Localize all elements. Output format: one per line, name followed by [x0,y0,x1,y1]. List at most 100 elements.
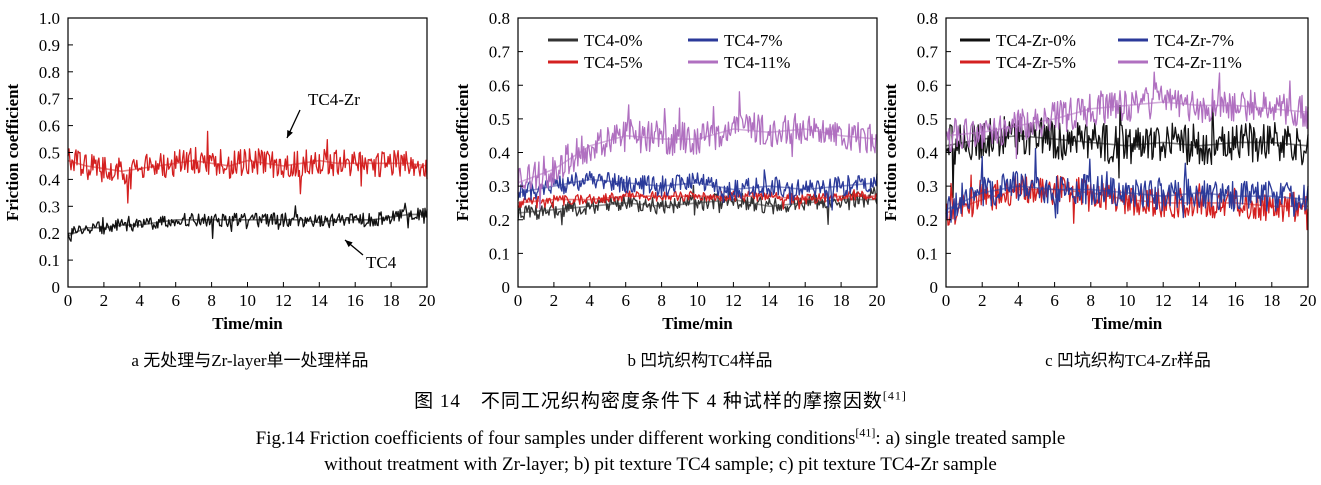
figure-caption-en: Fig.14 Friction coefficients of four sam… [0,426,1321,478]
y-tick-label: 0.1 [917,244,938,263]
x-tick-label: 0 [64,291,73,310]
legend-label: TC4-11% [724,53,790,72]
x-tick-label: 6 [1050,291,1059,310]
figure-caption-zh: 图 14 不同工况织构密度条件下 4 种试样的摩擦因数[41] [0,386,1321,413]
series-line-tc4-zr-5- [945,174,1309,231]
caption-zh-text: 图 14 不同工况织构密度条件下 4 种试样的摩擦因数 [414,391,883,412]
trend-line-tc4-11- [517,128,878,184]
figure: 0 2 4 6 8 10 12 14 16 18 2000.10.20.30.40.50.60.70… [3,9,1317,370]
series-line-tc4-zr [67,130,428,204]
x-tick-label: 2 [100,291,109,310]
caption-en-text-2: : a) single treated sample [875,428,1066,449]
y-tick-label: 0.2 [917,211,938,230]
annotation-arrowhead [287,130,293,138]
plot-frame [517,17,878,288]
y-tick-label: 0.3 [39,197,60,216]
caption-en-text-1: Fig.14 Friction coefficients of four sam… [255,428,856,449]
series-line-tc4-0- [517,184,878,226]
x-tick-label: 20 [869,291,886,310]
x-tick-label: 14 [1191,291,1209,310]
chart-panel-1: 0 2 4 6 8 10 12 14 16 18 20 0 0.1 0.2 0.3 0.4 0.5 0.6 0.7 0… [3,9,436,370]
caption-en-text-3: without treatment with Zr-layer; b) pit … [324,454,997,475]
x-tick-label: 12 [1155,291,1172,310]
annotation-arrowhead [345,240,353,248]
panel-caption: a 无处理与Zr-layer单一处理样品 [131,351,368,370]
y-tick-label: 0.1 [39,251,60,270]
series-line-tc4-5- [517,189,878,210]
x-tick-label: 8 [207,291,216,310]
y-tick-label: 0 [930,278,939,297]
x-tick-label: 14 [311,291,329,310]
y-tick-label: 0.2 [489,211,510,230]
y-tick-label: 0.3 [917,177,938,196]
series-line-tc4 [67,202,428,242]
y-axis-label: Friction coefficient [453,83,472,221]
x-tick-label: 0 [514,291,523,310]
x-tick-label: 4 [1014,291,1023,310]
x-tick-label: 4 [586,291,595,310]
y-tick-label: 0.9 [39,36,60,55]
y-tick-label: 1.0 [39,9,60,28]
y-tick-label: 0.5 [489,110,510,129]
trend-line-tc4-zr-0- [945,134,1309,147]
x-tick-label: 16 [1227,291,1244,310]
x-tick-label: 18 [833,291,850,310]
trend-line-tc4-zr [67,159,428,173]
y-tick-label: 0.5 [917,110,938,129]
series-line-tc4-7- [517,169,878,211]
y-tick-label: 0.1 [489,244,510,263]
x-tick-label: 18 [383,291,400,310]
x-tick-label: 2 [978,291,987,310]
y-tick-label: 0.7 [39,90,61,109]
y-tick-label: 0.4 [489,144,511,163]
y-tick-label: 0.4 [39,170,61,189]
x-tick-label: 12 [725,291,742,310]
x-tick-label: 14 [761,291,779,310]
x-tick-label: 16 [797,291,814,310]
annotation-label: TC4 [366,253,397,272]
trend-line-tc4-zr-7- [945,185,1309,211]
caption-en-ref: [41] [855,425,876,440]
y-tick-label: 0.3 [489,177,510,196]
x-tick-label: 10 [239,291,256,310]
series-line-tc4-zr-11- [945,71,1309,160]
y-axis-label: Friction coefficient [3,83,22,221]
y-tick-label: 0 [52,278,61,297]
trend-line-tc4-zr-5- [945,188,1308,214]
legend-label: TC4-Zr-7% [1154,31,1234,50]
caption-zh-ref: [41] [882,388,907,403]
x-axis-label: Time/min [212,314,283,333]
y-tick-label: 0.8 [917,9,938,28]
trend-line-tc4-5- [517,195,877,204]
legend-label: TC4-Zr-11% [1154,53,1242,72]
x-tick-label: 0 [942,291,951,310]
x-tick-label: 16 [347,291,364,310]
trend-line-tc4-zr-11- [945,101,1309,137]
series-line-tc4-zr-7- [945,147,1309,223]
panel-caption: b 凹坑织构TC4样品 [628,351,773,370]
legend-label: TC4-5% [584,53,643,72]
x-tick-label: 10 [1119,291,1136,310]
x-axis-label: Time/min [1092,314,1163,333]
legend-label: TC4-7% [724,31,783,50]
panel-caption: c 凹坑织构TC4-Zr样品 [1045,351,1211,370]
x-tick-label: 20 [1300,291,1317,310]
x-tick-label: 12 [275,291,292,310]
y-tick-label: 0.7 [917,43,939,62]
legend-label: TC4-Zr-0% [996,31,1076,50]
y-tick-label: 0.7 [489,43,511,62]
y-tick-label: 0.6 [917,76,938,95]
y-tick-label: 0.2 [39,224,60,243]
y-tick-label: 0.8 [489,9,510,28]
x-tick-label: 18 [1263,291,1280,310]
plot-frame [67,17,428,288]
x-tick-label: 4 [136,291,145,310]
y-tick-label: 0.4 [917,144,939,163]
series-line-tc4-11- [517,91,878,210]
legend-label: TC4-Zr-5% [996,53,1076,72]
x-tick-label: 8 [657,291,666,310]
x-axis-label: Time/min [662,314,733,333]
y-tick-label: 0.5 [39,144,60,163]
x-tick-label: 2 [550,291,559,310]
x-tick-label: 6 [171,291,180,310]
